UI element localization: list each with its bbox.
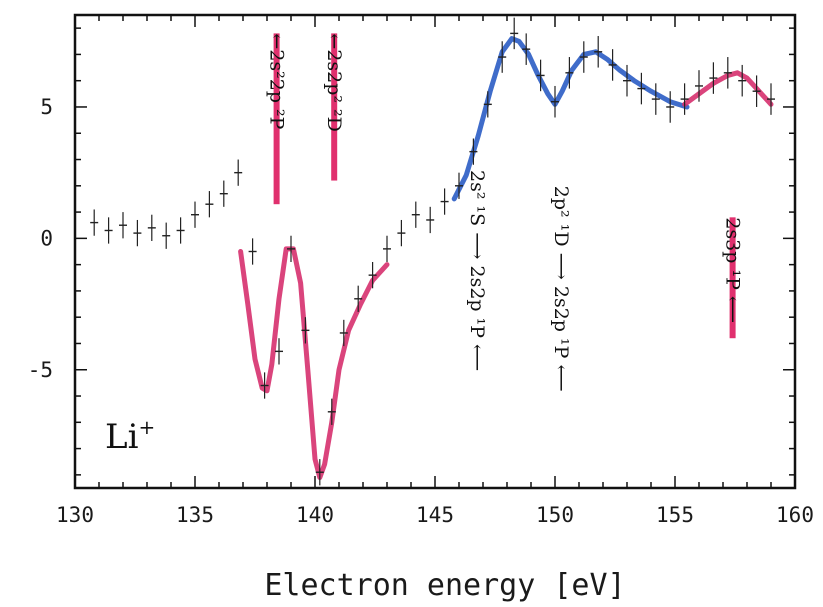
resonance-bar — [331, 33, 338, 181]
resonance-labels: ←2s²2p ²P ←2s2p² ²D 2s² ¹S ⟶ 2s2p ¹P ⟵ 2p² … — [266, 33, 744, 391]
data-points — [90, 17, 775, 486]
resonance-label: 2p² ¹D ⟶ 2s2p ¹P ⟵ — [550, 186, 572, 392]
fit-curve — [451, 36, 690, 202]
x-tick-label: 150 — [536, 503, 574, 527]
x-tick-label: 140 — [296, 503, 334, 527]
plot-frame — [73, 13, 797, 490]
x-tick-label: 130 — [56, 503, 94, 527]
y-tick-label: 5 — [40, 95, 53, 119]
x-tick-label: 135 — [176, 503, 214, 527]
x-tick-label: 160 — [776, 503, 814, 527]
resonance-label: ←2s²2p ²P — [266, 33, 288, 129]
resonance-label: 2s3p ¹P ⟵ — [722, 217, 744, 323]
resonance-bar — [729, 217, 736, 339]
x-tick-label: 145 — [416, 503, 454, 527]
tick-labels: 130 135 140 145 150 155 160 -5 0 5 — [28, 95, 814, 527]
resonance-bar — [273, 33, 280, 205]
x-axis-title: Electron energy [eV] — [264, 568, 625, 603]
x-tick-label: 155 — [656, 503, 694, 527]
y-tick-label: 0 — [40, 226, 53, 250]
resonance-bars — [273, 33, 736, 339]
fit-curve — [238, 246, 390, 480]
resonance-label: ←2s2p² ²D — [323, 33, 345, 132]
resonance-label: 2s² ¹S ⟶ 2s2p ¹P ⟵ — [466, 170, 488, 371]
y-tick-label: -5 — [28, 358, 53, 382]
ion-label: Li+ — [105, 415, 155, 457]
axis-ticks — [74, 15, 796, 488]
fit-curves — [238, 36, 774, 480]
